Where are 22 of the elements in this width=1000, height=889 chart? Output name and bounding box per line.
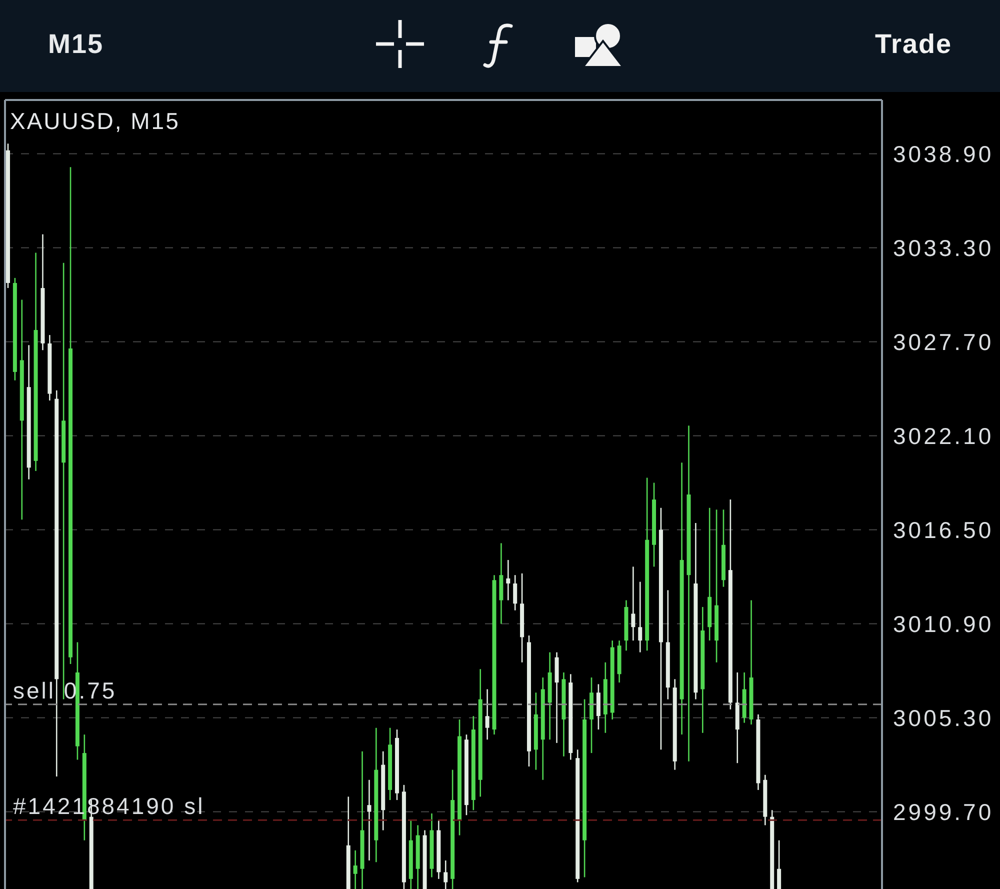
y-tick-label: 3038.90 [893,140,994,167]
candlestick [62,262,66,700]
candlestick [513,574,518,611]
candlestick [506,559,510,601]
candlestick [485,688,490,740]
y-tick-label: 3016.50 [893,516,994,543]
candlestick [353,850,358,889]
text: M15 [48,29,104,60]
y-tick-label: 2999.70 [893,798,994,825]
candlestick [777,840,782,889]
candlestick [631,566,636,642]
y-tick-label: 3033.30 [893,234,994,261]
y-tick-label: 3022.10 [893,422,994,449]
candlestick [638,581,642,653]
text: Trade [874,29,952,60]
y-tick-label: 3005.30 [893,704,994,731]
candlestick [444,860,448,889]
candlestick [367,779,372,862]
chart-title: XAUUSD, M15 [10,108,180,135]
y-tick-label: 3027.70 [893,328,994,355]
candlestick [596,684,600,730]
y-tick-label: 3010.90 [893,610,994,637]
